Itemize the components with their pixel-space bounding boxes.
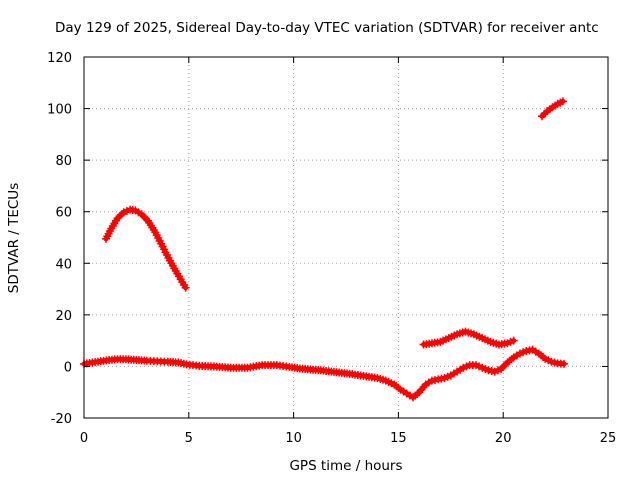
x-tick-label: 0	[80, 431, 88, 446]
x-tick-label: 15	[390, 431, 407, 446]
data-point-marker	[509, 336, 518, 345]
data-point-marker	[181, 283, 190, 292]
series-arc-4	[537, 97, 567, 121]
y-tick-label: 80	[55, 154, 72, 169]
plot-frame	[83, 56, 609, 419]
x-tick-label: 5	[185, 431, 193, 446]
y-tick-label: 100	[47, 103, 72, 118]
y-tick-label: 40	[55, 257, 72, 272]
x-tick-label: 25	[600, 431, 617, 446]
data-point-marker	[558, 97, 567, 106]
axis-ticks: 0 5 10 15 20 25 -20 0 20 40 60 80 100 120	[47, 51, 616, 446]
x-tick-label: 10	[285, 431, 302, 446]
y-tick-label: 0	[64, 360, 72, 375]
x-tick-label: 20	[495, 431, 512, 446]
data-point-marker	[559, 359, 568, 368]
y-tick-label: 60	[55, 206, 72, 221]
series-arc-2	[80, 345, 568, 402]
grid-lines	[84, 57, 608, 418]
chart-title: Day 129 of 2025, Sidereal Day-to-day VTE…	[55, 20, 599, 36]
y-tick-label: 120	[47, 51, 72, 66]
y-tick-label: -20	[51, 412, 72, 427]
x-axis-label: GPS time / hours	[289, 458, 402, 474]
series-arc-3	[419, 327, 518, 349]
series-arc-1	[102, 205, 190, 292]
y-axis-label: SDTVAR / TECUs	[6, 183, 22, 293]
y-tick-label: 20	[55, 309, 72, 324]
data-marks	[80, 97, 568, 402]
